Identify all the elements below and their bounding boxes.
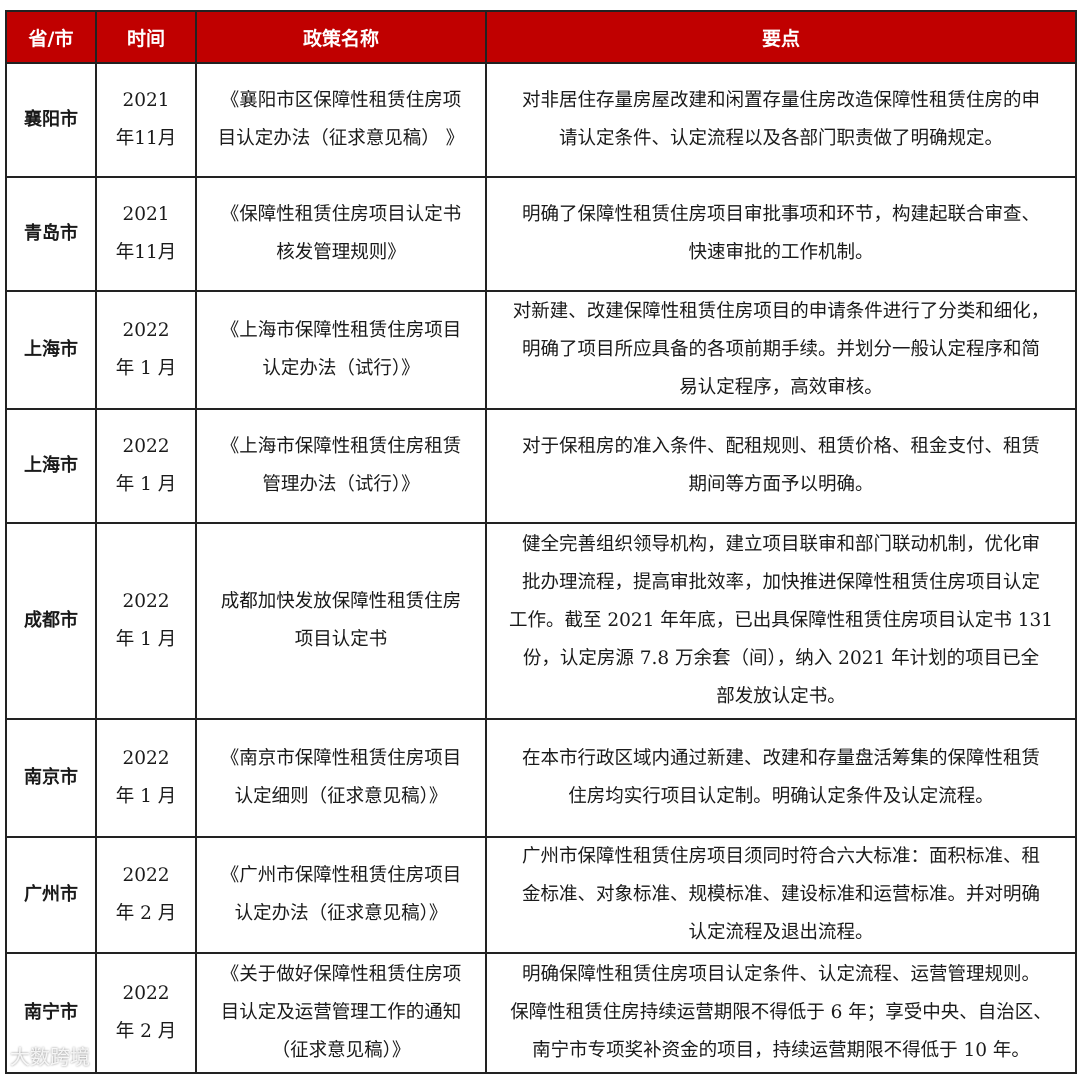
table-row: 南京市 2022 年 1 月《南京市保障性租赁住房项目 认定细则（征求意见稿）》在… <box>5 718 1077 838</box>
key-points-cell: 对非居住存量房屋改建和闲置存量住房改造保障性租赁住房的申 请认定条件、认定流程以… <box>485 62 1077 178</box>
city-cell: 上海市 <box>5 408 97 524</box>
policy-name-cell: 《上海市保障性租赁住房租赁 管理办法（试行）》 <box>195 408 487 524</box>
time-cell: 2021 年11月 <box>95 62 197 178</box>
header-time: 时间 <box>95 10 197 64</box>
time-cell: 2022 年 1 月 <box>95 408 197 524</box>
policy-name-cell: 《襄阳市区保障性租赁住房项 目认定办法（征求意见稿） 》 <box>195 62 487 178</box>
table-row: 青岛市 2021 年11月 《保障性租赁住房项目认定书 核发管理规则》 明确了保障性租… <box>5 176 1077 292</box>
header-points: 要点 <box>485 10 1077 64</box>
policy-table: 省/市 时间 政策名称 要点 襄阳市 2021 年11月 《襄阳市区保障性租赁住房项… <box>5 10 1077 1074</box>
city-cell: 南宁市 <box>5 952 97 1074</box>
key-points-cell: 明确保障性租赁住房项目认定条件、认定流程、运营管理规则。 保障性租赁住房持续运营… <box>485 952 1077 1074</box>
header-row: 省/市 时间 政策名称 要点 <box>5 10 1077 64</box>
city-cell: 广州市 <box>5 836 97 954</box>
key-points-cell: 对新建、改建保障性租赁住房项目的申请条件进行了分类和细化， 明确了项目所应具备的… <box>485 290 1077 410</box>
key-points-cell: 在本市行政区域内通过新建、改建和存量盘活筹集的保障性租赁 住房均实行项目认定制。… <box>485 718 1077 838</box>
city-cell: 襄阳市 <box>5 62 97 178</box>
header-city: 省/市 <box>5 10 97 64</box>
table-row: 广州市 2022 年 2 月《广州市保障性租赁住房项目 认定办法（征求意见稿）》广… <box>5 836 1077 954</box>
table-row: 襄阳市 2021 年11月 《襄阳市区保障性租赁住房项 目认定办法（征求意见稿） 》… <box>5 62 1077 178</box>
time-cell: 2022 年 1 月 <box>95 522 197 720</box>
time-cell: 2021 年11月 <box>95 176 197 292</box>
city-cell: 青岛市 <box>5 176 97 292</box>
time-cell: 2022 年 1 月 <box>95 718 197 838</box>
policy-name-cell: 《广州市保障性租赁住房项目 认定办法（征求意见稿）》 <box>195 836 487 954</box>
key-points-cell: 健全完善组织领导机构，建立项目联审和部门联动机制，优化审 批办理流程，提高审批效… <box>485 522 1077 720</box>
table-row: 南宁市 2022 年 2 月《关于做好保障性租赁住房项 目认定及运营管理工作的通知… <box>5 952 1077 1074</box>
key-points-cell: 广州市保障性租赁住房项目须同时符合六大标准：面积标准、租 金标准、对象标准、规模… <box>485 836 1077 954</box>
key-points-cell: 对于保租房的准入条件、配租规则、租赁价格、租金支付、租赁 期间等方面予以明确。 <box>485 408 1077 524</box>
table-row: 成都市 2022 年 1 月成都加快发放保障性租赁住房 项目认定书 健全完善组织领导… <box>5 522 1077 720</box>
city-cell: 上海市 <box>5 290 97 410</box>
policy-name-cell: 成都加快发放保障性租赁住房 项目认定书 <box>195 522 487 720</box>
policy-name-cell: 《关于做好保障性租赁住房项 目认定及运营管理工作的通知 （征求意见稿）》 <box>195 952 487 1074</box>
key-points-cell: 明确了保障性租赁住房项目审批事项和环节，构建起联合审查、 快速审批的工作机制。 <box>485 176 1077 292</box>
header-policy: 政策名称 <box>195 10 487 64</box>
watermark-logo: 大数跨境 <box>10 1045 90 1069</box>
policy-name-cell: 《保障性租赁住房项目认定书 核发管理规则》 <box>195 176 487 292</box>
city-cell: 南京市 <box>5 718 97 838</box>
table-row: 上海市 2022 年 1 月《上海市保障性租赁住房租赁 管理办法（试行）》 对于保租… <box>5 408 1077 524</box>
time-cell: 2022 年 2 月 <box>95 952 197 1074</box>
city-cell: 成都市 <box>5 522 97 720</box>
policy-name-cell: 《南京市保障性租赁住房项目 认定细则（征求意见稿）》 <box>195 718 487 838</box>
time-cell: 2022 年 2 月 <box>95 836 197 954</box>
table-row: 上海市 2022 年 1 月《上海市保障性租赁住房项目 认定办法（试行）》 对新建、… <box>5 290 1077 410</box>
policy-name-cell: 《上海市保障性租赁住房项目 认定办法（试行）》 <box>195 290 487 410</box>
time-cell: 2022 年 1 月 <box>95 290 197 410</box>
